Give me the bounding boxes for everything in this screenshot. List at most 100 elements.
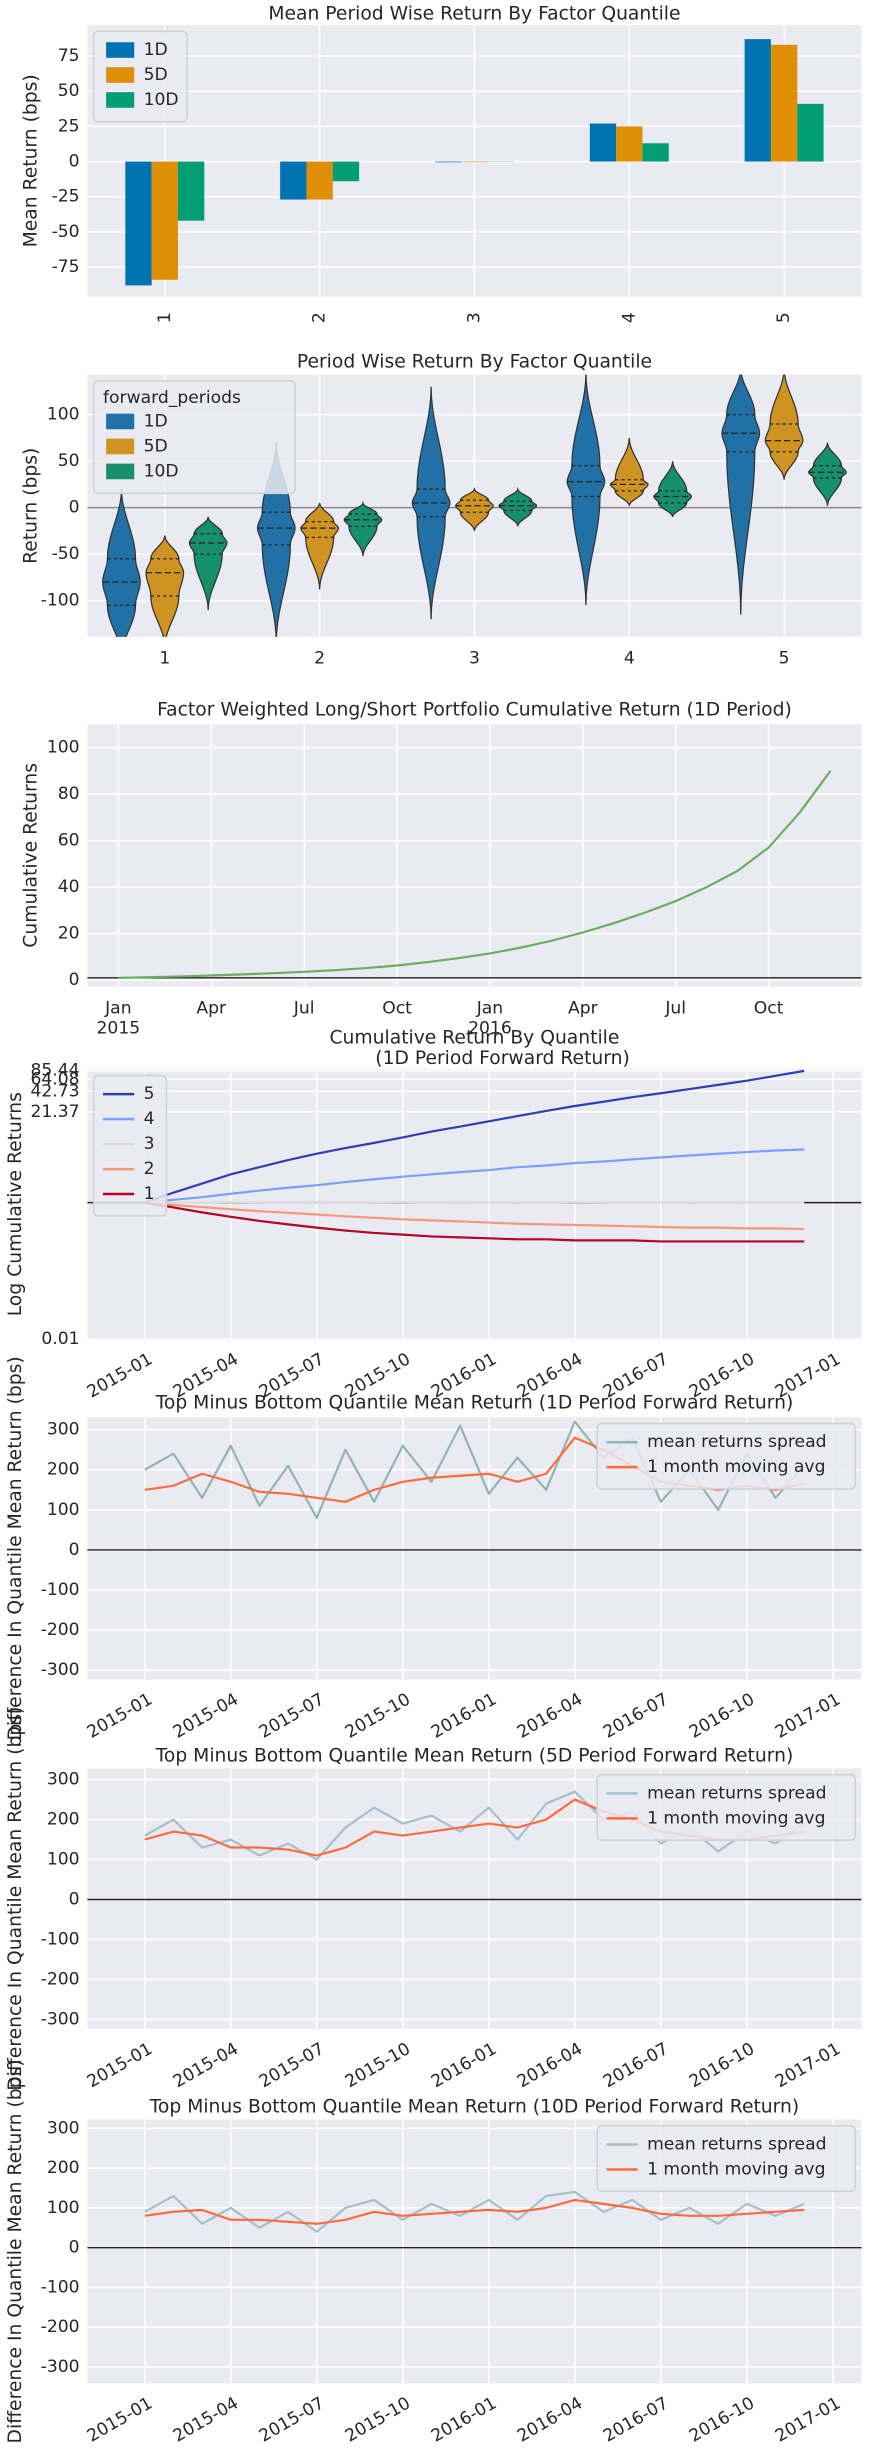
y-tick-label: 20 (58, 924, 80, 944)
legend: 5 4 3 2 1 (92, 1074, 168, 1217)
legend-label: 1 month moving avg (647, 1457, 825, 1477)
x-tick-label: 1 (159, 649, 170, 669)
legend: forward_periods 1D 5D 10D (92, 380, 296, 495)
x-tick-label: Apr (196, 998, 227, 1018)
chart-title: Top Minus Bottom Quantile Mean Return (1… (155, 1393, 794, 1414)
x-tick-label: 2 (310, 312, 330, 323)
x-tick-label: 2016-07 (600, 1689, 672, 1742)
series-line (144, 1148, 805, 1204)
x-tick-label: 2016-10 (686, 2393, 758, 2446)
x-tick-label: 3 (469, 649, 480, 669)
legend: mean returns spread 1 month moving avg (596, 1422, 857, 1490)
x-tick-label: 2015-07 (256, 2393, 328, 2446)
series-line (144, 1201, 805, 1231)
y-tick-label: 64.08 (30, 1069, 79, 1089)
plot-area (102, 374, 847, 637)
bar (332, 161, 360, 182)
x-tick-label: 5 (774, 312, 794, 323)
chart-subtitle: (1D Period Forward Return) (375, 1048, 630, 1069)
x-tick-label: 2015-04 (170, 2393, 242, 2446)
x-tick-label: 4 (619, 312, 639, 323)
legend-swatch (106, 42, 135, 58)
legend-label: mean returns spread (647, 1783, 826, 1803)
y-tick-label: 75 (58, 46, 80, 66)
y-axis-label: Cumulative Returns (21, 763, 42, 948)
x-tick-label: 2016-10 (686, 1689, 758, 1742)
legend: mean returns spread 1 month moving avg (596, 2125, 857, 2193)
y-tick-label: 80 (58, 784, 80, 804)
violin (188, 516, 228, 610)
y-tick-label: 200 (47, 2158, 80, 2178)
y-axis-label: Difference In Quantile Mean Return (bps) (5, 2059, 26, 2443)
y-tick-label: -200 (41, 2317, 80, 2337)
x-tick-label: 2016-07 (600, 2393, 672, 2446)
y-tick-label: 21.37 (30, 1102, 79, 1122)
bar (177, 161, 205, 221)
violin (145, 535, 185, 637)
y-tick-label: -50 (52, 222, 80, 242)
legend-title: forward_periods (103, 388, 241, 408)
y-tick-label: 300 (47, 2118, 80, 2138)
y-tick-label: 0 (69, 2238, 80, 2258)
legend-box (596, 1773, 857, 1841)
x-tick-label: 2016-04 (514, 2393, 586, 2446)
x-tick-label: 2 (314, 649, 325, 669)
legend-label: 10D (144, 461, 179, 481)
x-tick-label: 3 (464, 312, 484, 323)
x-tick-label: Oct (382, 998, 412, 1018)
y-axis-label: Log Cumulative Returns (5, 1092, 26, 1316)
legend-label: 5D (144, 436, 168, 456)
x-tick-label: 2015-01 (84, 1689, 156, 1742)
series-line (118, 770, 832, 979)
series-line (144, 1201, 805, 1243)
legend-label: mean returns spread (647, 1432, 826, 1452)
plot-area (125, 39, 824, 286)
chart-title: Top Minus Bottom Quantile Mean Return (1… (149, 2097, 800, 2118)
y-tick-label: -75 (52, 257, 80, 277)
legend-swatch (106, 463, 135, 480)
x-tick-label: 2017-01 (772, 2393, 844, 2446)
x-tick-label: Jan 2015 (97, 998, 141, 1038)
y-tick-label: -50 (52, 544, 80, 564)
x-tick-label: Jul (293, 998, 315, 1018)
x-tick-label: 2016-01 (428, 1689, 500, 1742)
y-tick-label: 50 (58, 81, 80, 101)
y-axis-label: Difference In Quantile Mean Return (bps) (5, 1707, 26, 2091)
legend-label: 3 (144, 1134, 155, 1154)
legend-label: 1D (144, 411, 168, 431)
y-tick-label: -300 (41, 2009, 80, 2029)
y-tick-label: 40 (58, 877, 80, 897)
x-tick-label: 2015-10 (342, 1689, 414, 1742)
x-tick-label: Apr (568, 998, 599, 1018)
legend-box (92, 380, 296, 495)
y-tick-label: -200 (41, 1620, 80, 1640)
legend-box (596, 2125, 857, 2193)
bar (434, 161, 462, 163)
x-tick-label: 2015-01 (84, 1349, 156, 1402)
chart-panel: 0 20 40 60 80 100 Jan 2015 Apr Jul Oct Jan 2016 Apr Ju… (21, 700, 862, 1039)
y-tick-label: 0 (69, 1540, 80, 1560)
chart-title: Top Minus Bottom Quantile Mean Return (5… (155, 1745, 794, 1766)
x-tick-label: 2015-07 (256, 2039, 328, 2092)
x-tick-label: 2016-04 (514, 1689, 586, 1742)
y-tick-label: 0 (69, 498, 80, 518)
y-axis-label: Difference In Quantile Mean Return (bps) (5, 1356, 26, 1740)
y-tick-label: 100 (47, 1850, 80, 1870)
y-tick-label: 300 (47, 1420, 80, 1440)
bar (589, 123, 617, 162)
x-tick-label: 2016-10 (686, 2039, 758, 2092)
bar (280, 161, 307, 200)
y-tick-label: 50 (58, 451, 80, 471)
legend-label: 2 (144, 1159, 155, 1179)
x-tick-label: 2015-01 (84, 2393, 156, 2446)
violin (343, 500, 383, 557)
x-tick-label: 2015-07 (256, 1689, 328, 1742)
series-line (144, 2198, 805, 2225)
x-tick-label: 2016-01 (428, 2039, 500, 2092)
y-tick-label: -100 (41, 2277, 80, 2297)
y-tick-label: -300 (41, 2357, 80, 2377)
y-tick-label: 100 (47, 738, 80, 758)
legend-label: mean returns spread (647, 2135, 826, 2155)
